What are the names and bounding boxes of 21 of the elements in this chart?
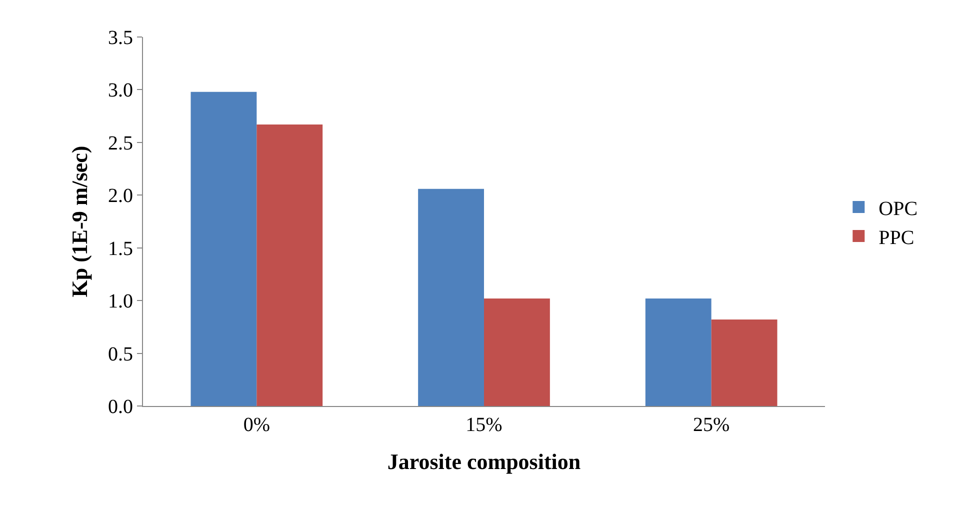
bar: [645, 298, 712, 406]
y-tick-label: 2.5: [108, 132, 133, 154]
legend-label: PPC: [878, 226, 914, 249]
x-axis-title: Jarosite composition: [387, 448, 581, 474]
bar: [190, 92, 257, 406]
x-tick-label: 0%: [243, 414, 270, 436]
y-tick-label: 0.0: [108, 396, 133, 418]
bar: [484, 298, 550, 406]
bar: [418, 188, 484, 406]
y-tick-label: 3.5: [108, 27, 133, 49]
y-tick-label: 2.0: [108, 185, 133, 208]
y-axis-title: Kp (1E-9 m/sec): [66, 146, 92, 298]
legend-label: OPC: [878, 198, 918, 220]
y-tick-label: 1.5: [108, 238, 133, 260]
y-tick-label: 1.0: [108, 290, 133, 313]
bar: [711, 320, 778, 406]
bar: [256, 124, 323, 406]
x-tick-label: 25%: [692, 414, 730, 436]
y-tick-label: 3.0: [108, 80, 133, 102]
x-tick-label: 15%: [466, 414, 502, 436]
y-tick-label: 0.5: [108, 343, 133, 366]
